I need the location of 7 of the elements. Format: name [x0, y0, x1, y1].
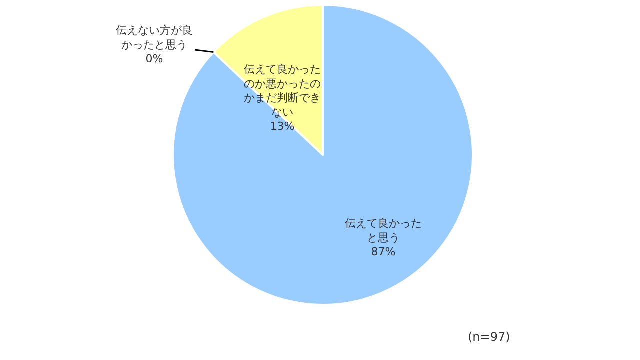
- text: (n=97): [468, 330, 510, 344]
- slice-label: 伝えて良かったと思う: [345, 217, 422, 244]
- text: 0%: [146, 52, 164, 66]
- data-label: 87%: [371, 246, 396, 259]
- data-label: 13%: [270, 120, 295, 134]
- category-label: 伝えない方が良かったと思う: [116, 24, 193, 52]
- slice-label: 伝えて良かったのか悪かったのかまだ判断できない: [244, 63, 321, 119]
